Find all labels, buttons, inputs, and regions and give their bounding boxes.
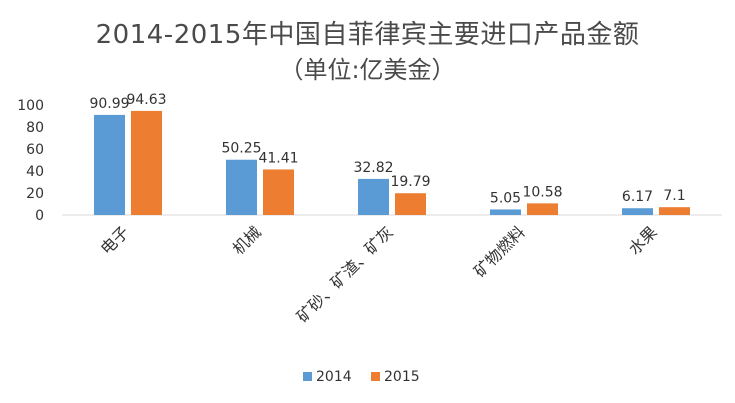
bar-2014-4	[622, 208, 653, 215]
data-label-2014-2: 32.82	[353, 160, 393, 176]
legend-label-2014: 2014	[316, 369, 352, 385]
bar-2015-3	[527, 203, 558, 215]
legend-swatch-2014	[303, 372, 312, 381]
category-label-1: 机械	[229, 222, 265, 258]
y-tick-label-0: 0	[35, 208, 44, 224]
data-label-2014-0: 90.99	[89, 96, 129, 112]
y-tick-label-2: 40	[26, 164, 44, 180]
data-label-2015-1: 41.41	[258, 150, 298, 166]
legend-label-2015: 2015	[384, 369, 420, 385]
bar-2015-2	[395, 193, 426, 215]
y-tick-label-3: 60	[26, 142, 44, 158]
bar-2014-3	[490, 209, 521, 215]
data-label-2015-2: 19.79	[390, 174, 430, 190]
chart-title: 2014-2015年中国自菲律宾主要进口产品金额	[95, 20, 640, 50]
y-tick-label-5: 100	[17, 98, 44, 114]
category-label-2: 矿砂、矿渣、矿灰	[293, 222, 397, 326]
bar-2014-0	[94, 114, 125, 215]
data-label-2014-4: 6.17	[622, 189, 653, 205]
category-label-0: 电子	[97, 222, 133, 258]
bar-2014-1	[226, 159, 257, 215]
y-tick-label-1: 20	[26, 186, 44, 202]
category-label-3: 矿物燃料	[470, 222, 529, 281]
data-label-2015-4: 7.1	[663, 188, 685, 204]
bar-2015-4	[659, 207, 690, 215]
data-label-2015-0: 94.63	[126, 92, 166, 108]
y-tick-label-4: 80	[26, 120, 44, 136]
data-label-2014-1: 50.25	[221, 141, 261, 157]
bar-2015-1	[263, 169, 294, 215]
data-label-2014-3: 5.05	[490, 190, 521, 206]
chart-subtitle: （单位:亿美金）	[279, 56, 456, 84]
bar-2014-2	[358, 178, 389, 215]
legend-swatch-2015	[371, 372, 380, 381]
category-label-4: 水果	[625, 222, 661, 258]
bar-2015-0	[131, 110, 162, 215]
data-label-2015-3: 10.58	[522, 184, 562, 200]
